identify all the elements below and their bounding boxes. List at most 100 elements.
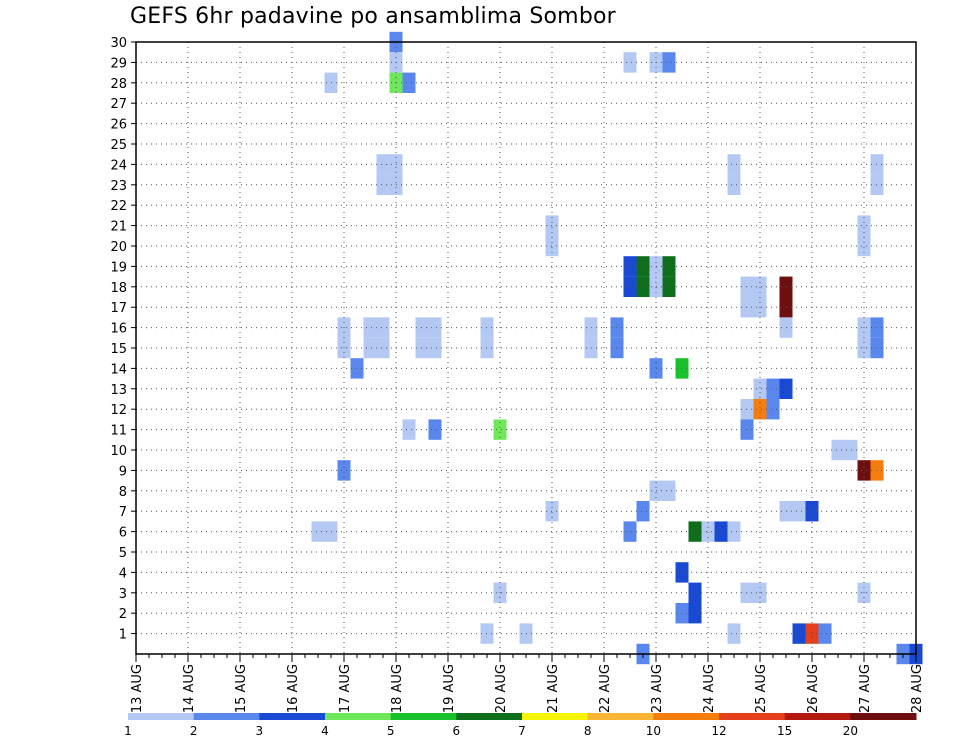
- legend-label: 5: [387, 724, 395, 738]
- precip-cell: [753, 378, 767, 399]
- precip-cell: [766, 378, 780, 399]
- precip-cell: [636, 501, 650, 522]
- x-tick-label: 21 AUG: [546, 664, 561, 713]
- y-axis: 1234567891011121314151617181920212223242…: [110, 36, 136, 643]
- y-tick-label: 15: [110, 342, 127, 357]
- legend-label: 7: [518, 724, 526, 738]
- legend-label: 15: [777, 724, 792, 738]
- x-tick-label: 16 AUG: [286, 664, 301, 713]
- y-tick-label: 12: [110, 403, 127, 418]
- precip-cell: [363, 337, 377, 359]
- legend-swatch: [522, 713, 589, 720]
- legend-label: 3: [256, 724, 264, 738]
- precip-cell: [376, 154, 390, 175]
- y-tick-label: 10: [110, 444, 127, 459]
- precip-cell: [727, 623, 741, 644]
- legend-swatch: [259, 713, 326, 720]
- y-tick-label: 4: [119, 566, 127, 581]
- precip-cell: [376, 337, 390, 359]
- color-legend: 1 2 3 4 5 6 7 8 10 12 15 20: [124, 713, 917, 738]
- x-tick-label: 27 AUG: [858, 664, 873, 713]
- x-tick-label: 19 AUG: [442, 664, 457, 713]
- precip-cell: [363, 317, 377, 338]
- precip-cell: [766, 399, 780, 420]
- precip-cell: [376, 317, 390, 338]
- x-tick-label: 22 AUG: [598, 664, 613, 713]
- precip-cell: [636, 276, 650, 297]
- legend-label: 4: [321, 724, 329, 738]
- legend-label: 6: [453, 724, 461, 738]
- y-tick-label: 17: [110, 301, 127, 316]
- precip-cell: [688, 582, 702, 603]
- legend-swatch: [587, 713, 654, 720]
- precip-cell: [688, 521, 702, 542]
- legend-swatch: [653, 713, 720, 720]
- precip-cell: [662, 276, 676, 297]
- y-tick-label: 23: [110, 179, 127, 194]
- precip-cell: [662, 52, 676, 73]
- y-tick-label: 16: [110, 322, 127, 337]
- x-tick-label: 18 AUG: [390, 664, 405, 713]
- precip-cell: [753, 276, 767, 297]
- precip-cell: [727, 521, 741, 542]
- x-tick-label: 24 AUG: [702, 664, 717, 713]
- legend-label: 12: [711, 724, 726, 738]
- precip-cell: [311, 521, 325, 542]
- y-tick-label: 26: [110, 118, 127, 133]
- y-tick-label: 29: [110, 56, 127, 71]
- x-tick-label: 23 AUG: [650, 664, 665, 713]
- y-tick-label: 30: [110, 36, 127, 51]
- precip-cell: [337, 460, 351, 481]
- precip-cell: [623, 256, 637, 277]
- precip-cell: [753, 399, 767, 420]
- precip-cell: [402, 419, 416, 440]
- y-tick-label: 9: [119, 464, 127, 479]
- precip-cell: [428, 337, 442, 359]
- chart-title: GEFS 6hr padavine po ansamblima Sombor: [130, 4, 616, 29]
- y-tick-label: 5: [119, 546, 127, 561]
- x-tick-label: 28 AUG: [910, 664, 925, 713]
- legend-swatch: [193, 713, 260, 720]
- precip-cell: [701, 521, 715, 542]
- x-tick-label: 20 AUG: [494, 664, 509, 713]
- precip-cell: [402, 72, 416, 93]
- x-tick-label: 14 AUG: [182, 664, 197, 713]
- y-tick-label: 20: [110, 240, 127, 255]
- precip-cell: [857, 235, 871, 257]
- legend-swatch: [850, 713, 917, 720]
- precip-cell: [662, 480, 676, 501]
- y-tick-label: 11: [110, 424, 127, 439]
- y-tick-label: 22: [110, 199, 127, 214]
- precip-cell: [857, 460, 871, 481]
- y-tick-label: 25: [110, 138, 127, 153]
- precip-cell: [792, 501, 806, 522]
- legend-label: 1: [124, 724, 132, 738]
- precip-cell: [428, 419, 442, 440]
- precip-cell: [857, 215, 871, 236]
- precip-cell: [623, 521, 637, 542]
- legend-swatch: [128, 713, 195, 720]
- y-tick-label: 8: [119, 485, 127, 500]
- legend-label: 20: [843, 724, 858, 738]
- legend-swatch: [390, 713, 457, 720]
- y-tick-label: 13: [110, 383, 127, 398]
- precip-cell: [727, 174, 741, 195]
- y-tick-label: 24: [110, 158, 127, 173]
- y-tick-label: 18: [110, 281, 127, 296]
- precip-cell: [428, 317, 442, 338]
- y-tick-label: 21: [110, 220, 127, 235]
- y-tick-label: 28: [110, 77, 127, 92]
- legend-swatch: [325, 713, 392, 720]
- precip-cell: [792, 623, 806, 644]
- x-tick-label: 26 AUG: [806, 664, 821, 713]
- x-tick-label: 17 AUG: [338, 664, 353, 713]
- legend-swatch: [719, 713, 786, 720]
- precip-cell: [623, 52, 637, 73]
- precip-cell: [662, 256, 676, 277]
- x-axis: 13 AUG 14 AUG 15 AUG 16 AUG 17 AUG 18 AUG 19 A…: [130, 654, 925, 713]
- precip-cell: [493, 419, 507, 440]
- grid-lines: [136, 42, 916, 654]
- precip-cell: [636, 256, 650, 277]
- legend-label: 10: [646, 724, 661, 738]
- legend-swatch: [784, 713, 851, 720]
